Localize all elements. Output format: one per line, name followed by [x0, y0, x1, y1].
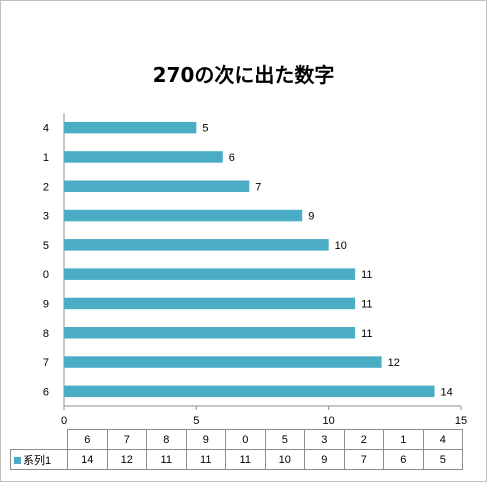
x-tick-label: 5 — [193, 415, 199, 427]
data-table-value-cell: 9 — [304, 449, 345, 470]
data-label: 12 — [388, 357, 400, 369]
data-table-category-cell: 5 — [264, 429, 305, 450]
data-table-value-cell: 11 — [185, 449, 226, 470]
y-tick-label: 7 — [43, 357, 49, 369]
y-tick-label: 2 — [43, 181, 49, 193]
data-table-series-row: 系列1 14 12 11 11 11 10 9 7 6 5 — [10, 449, 463, 470]
data-table-value-cell: 12 — [106, 449, 147, 470]
data-table-value-cell: 10 — [264, 449, 305, 470]
data-table-value-cell: 11 — [225, 449, 266, 470]
data-label: 11 — [361, 328, 372, 340]
bar — [64, 239, 329, 251]
legend-key — [14, 457, 21, 465]
data-table-value-cell: 6 — [383, 449, 424, 470]
data-table-category-cell: 3 — [304, 429, 345, 450]
data-label: 7 — [255, 181, 261, 193]
y-tick-label: 5 — [43, 240, 49, 252]
data-label: 9 — [308, 211, 314, 223]
bar — [64, 180, 250, 192]
bar — [64, 151, 223, 163]
data-table-category-cell: 7 — [106, 429, 147, 450]
data-label: 6 — [229, 152, 235, 164]
data-label: 14 — [441, 386, 453, 398]
data-label: 5 — [202, 123, 208, 135]
data-label: 11 — [361, 269, 372, 281]
data-table-value-cell: 5 — [422, 449, 463, 470]
data-table-category-cell: 2 — [343, 429, 384, 450]
data-table-series-label: 系列1 — [10, 449, 68, 470]
data-table-corner — [10, 429, 68, 450]
bar — [64, 297, 356, 310]
bar — [64, 268, 356, 280]
y-tick-label: 1 — [43, 152, 49, 164]
x-tick-label: 0 — [61, 415, 67, 427]
data-table-value-cell: 11 — [146, 449, 187, 470]
data-table-category-cell: 1 — [383, 429, 424, 450]
series-name: 系列1 — [23, 454, 52, 467]
x-tick-label: 15 — [455, 415, 467, 427]
data-label: 10 — [335, 240, 347, 252]
chart-title: 270の次に出た数字 — [152, 63, 335, 87]
data-table-category-cell: 6 — [67, 429, 108, 450]
y-tick-label: 4 — [43, 123, 49, 135]
bar — [64, 385, 435, 398]
y-tick-label: 6 — [43, 386, 49, 398]
bar — [64, 209, 303, 222]
data-table-category-cell: 4 — [422, 429, 463, 450]
data-table-value-cell: 14 — [67, 449, 108, 470]
data-table-category-cell: 0 — [225, 429, 266, 450]
y-tick-label: 9 — [43, 298, 49, 310]
bar — [64, 356, 382, 368]
y-tick-label: 0 — [43, 269, 49, 281]
y-tick-label: 3 — [43, 211, 49, 223]
data-table-value-cell: 7 — [343, 449, 384, 470]
bar — [64, 121, 197, 134]
bar — [64, 327, 356, 339]
data-table-category-cell: 9 — [185, 429, 226, 450]
y-tick-label: 8 — [43, 328, 49, 340]
data-label: 11 — [361, 298, 372, 310]
x-tick-label: 10 — [323, 415, 335, 427]
data-table-category-cell: 8 — [146, 429, 187, 450]
